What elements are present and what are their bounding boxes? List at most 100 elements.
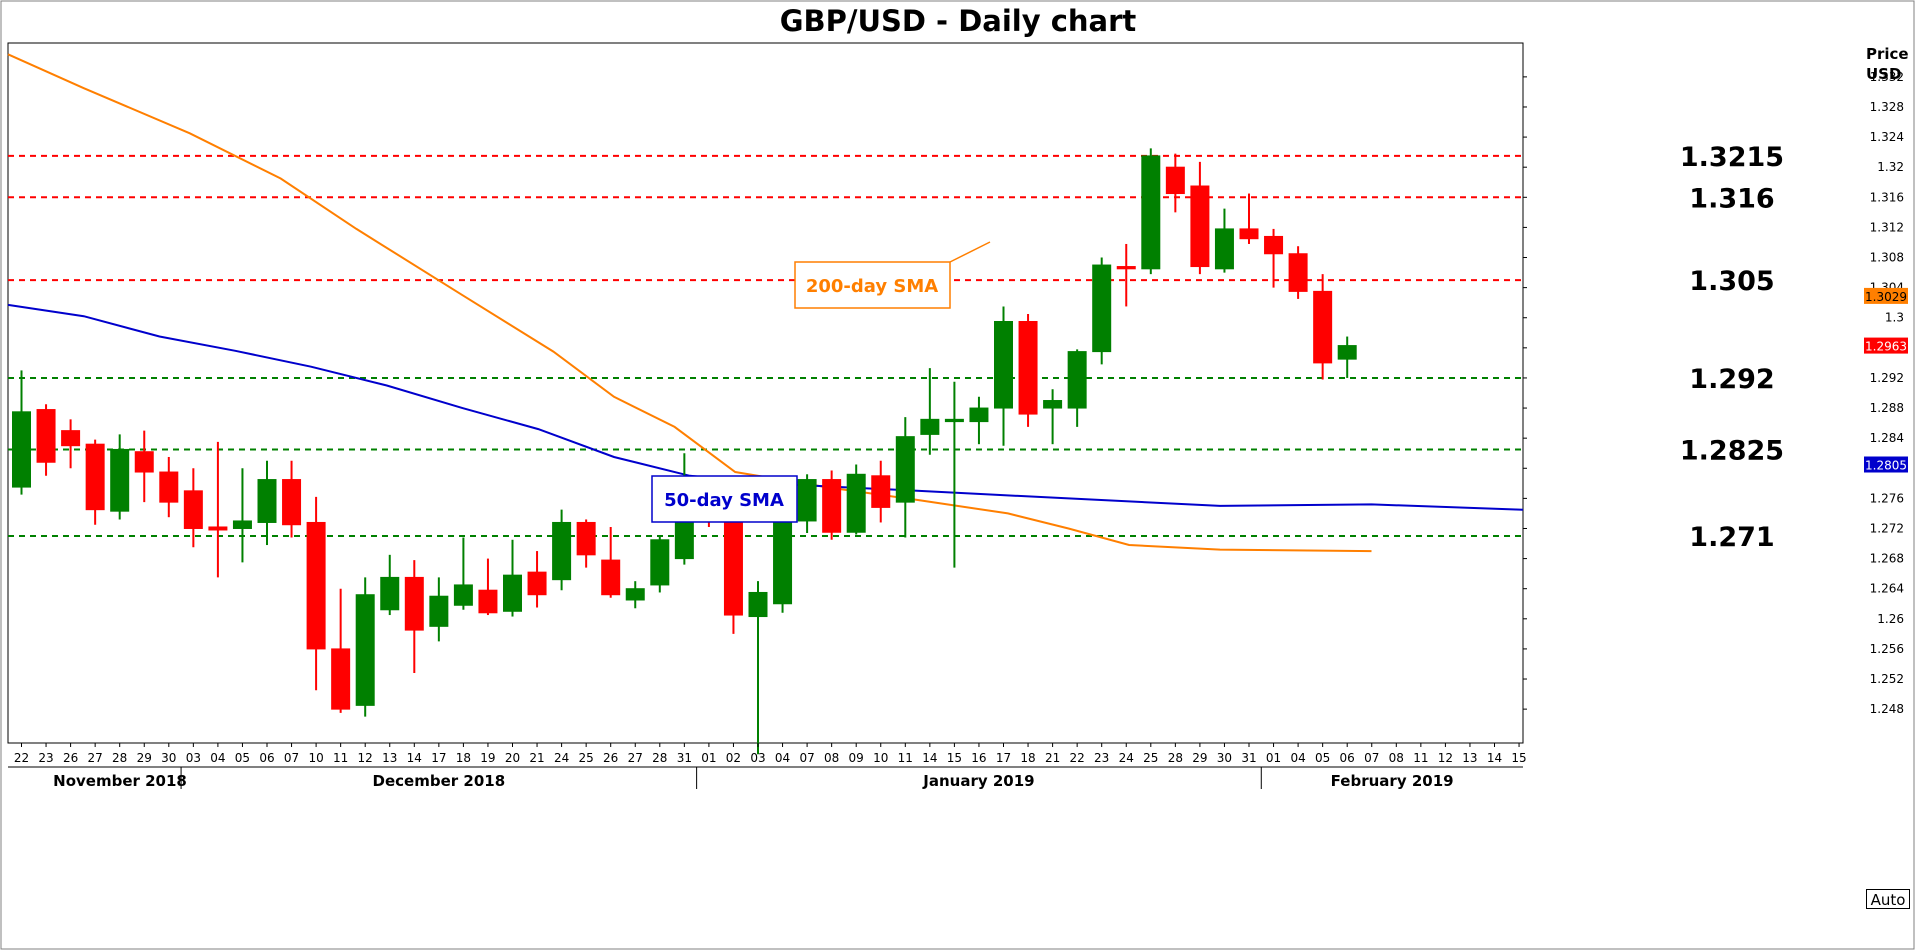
candle-body: [723, 512, 743, 616]
price-tag: 1.3029: [1864, 287, 1908, 304]
x-tick-label: 30: [1217, 751, 1232, 765]
sma-200-callout: 200-day SMA: [794, 241, 991, 309]
candle-body: [1043, 400, 1063, 409]
x-tick-label: 10: [308, 751, 323, 765]
x-tick-label: 13: [382, 751, 397, 765]
x-tick-label: 26: [63, 751, 78, 765]
candle-body: [232, 520, 252, 529]
x-tick-label: 26: [603, 751, 618, 765]
candle-body: [576, 521, 596, 556]
x-tick-label: 22: [1070, 751, 1085, 765]
candle-body: [183, 490, 203, 529]
y-tick-label: 1.332: [1870, 70, 1904, 84]
x-tick-label: 29: [1192, 751, 1207, 765]
x-tick-label: 28: [1168, 751, 1183, 765]
x-tick-label: 22: [14, 751, 29, 765]
y-tick-label: 1.248: [1870, 702, 1904, 716]
y-tick-label: 1.32: [1877, 160, 1904, 174]
candle-body: [1141, 155, 1161, 270]
x-tick-label: 06: [259, 751, 274, 765]
x-tick-label: 17: [431, 751, 446, 765]
x-tick-label: 21: [1045, 751, 1060, 765]
x-tick-label: 01: [701, 751, 716, 765]
y-tick-label: 1.324: [1870, 130, 1904, 144]
x-tick-label: 02: [726, 751, 741, 765]
x-tick-label: 12: [1438, 751, 1453, 765]
candle-body: [1337, 345, 1357, 360]
x-tick-label: 08: [1389, 751, 1404, 765]
candle-body: [1190, 185, 1210, 268]
candle-body: [994, 320, 1013, 409]
candle-body: [429, 595, 449, 627]
candle-body: [920, 418, 940, 435]
candle-body: [1288, 253, 1308, 292]
y-tick-label: 1.312: [1870, 220, 1904, 234]
sma-50-callout: 50-day SMA: [651, 475, 798, 523]
candlesticks: [12, 148, 1357, 755]
sma-50-callout-label: 50-day SMA: [664, 490, 784, 511]
candle-body: [134, 451, 154, 473]
x-tick-label: 24: [554, 751, 569, 765]
candle-body: [944, 418, 964, 423]
sma-200-callout-label: 200-day SMA: [806, 276, 938, 297]
price-tag: 1.2963: [1864, 337, 1908, 354]
candle-body: [625, 588, 645, 601]
month-label: December 2018: [373, 772, 506, 790]
sma-200-line: [7, 53, 1372, 553]
price-tag-bg: [1864, 456, 1908, 473]
candle-body: [871, 475, 891, 508]
candle-body: [1239, 228, 1259, 240]
candle-body: [380, 576, 400, 611]
y-axis-title-line: Price: [1866, 45, 1909, 63]
x-tick-label: 04: [1290, 751, 1305, 765]
candle-body: [822, 479, 842, 533]
x-tick-label: 04: [210, 751, 225, 765]
price-tag-label: 1.3029: [1865, 290, 1907, 304]
candle-body: [36, 409, 56, 463]
candle-body: [527, 571, 547, 596]
price-tag-label: 1.2963: [1865, 340, 1907, 354]
y-tick-label: 1.264: [1870, 582, 1904, 596]
month-label: January 2019: [922, 772, 1034, 790]
candle-body: [1264, 235, 1284, 255]
candle-body: [355, 594, 375, 706]
candle-body: [1018, 320, 1038, 415]
level-label: 1.271: [1689, 522, 1774, 553]
x-tick-label: 06: [1340, 751, 1355, 765]
y-tick-label: 1.328: [1870, 100, 1904, 114]
x-tick-label: 31: [1241, 751, 1256, 765]
x-tick-label: 04: [775, 751, 790, 765]
candle-body: [773, 521, 793, 605]
price-tag-bg: [1864, 287, 1908, 304]
x-tick-label: 07: [1364, 751, 1379, 765]
auto-scale-button[interactable]: Auto: [1866, 889, 1910, 909]
candle-body: [748, 591, 768, 618]
level-label: 1.316: [1689, 183, 1774, 214]
candle-body: [110, 448, 130, 512]
candle-body: [257, 479, 277, 523]
x-tick-label: 27: [628, 751, 643, 765]
x-tick-label: 11: [898, 751, 913, 765]
annotations: 200-day SMA 50-day SMA: [651, 241, 991, 523]
y-tick-label: 1.284: [1870, 431, 1904, 445]
x-tick-label: 09: [849, 751, 864, 765]
x-tick-label: 03: [750, 751, 765, 765]
candle-body: [306, 521, 326, 650]
y-tick-label: 1.308: [1870, 251, 1904, 265]
x-tick-label: 17: [996, 751, 1011, 765]
x-tick-label: 24: [1119, 751, 1134, 765]
x-tick-label: 03: [186, 751, 201, 765]
y-tick-label: 1.268: [1870, 552, 1904, 566]
x-tick-label: 15: [1511, 751, 1526, 765]
month-label: November 2018: [53, 772, 187, 790]
candle-body: [404, 576, 424, 631]
x-tick-label: 16: [971, 751, 986, 765]
candle-body: [1313, 290, 1333, 364]
month-label: February 2019: [1331, 772, 1454, 790]
x-tick-label: 29: [137, 751, 152, 765]
candle-body: [969, 407, 989, 423]
candle-body: [12, 411, 31, 488]
candle-body: [1214, 228, 1234, 270]
x-tick-label: 27: [88, 751, 103, 765]
